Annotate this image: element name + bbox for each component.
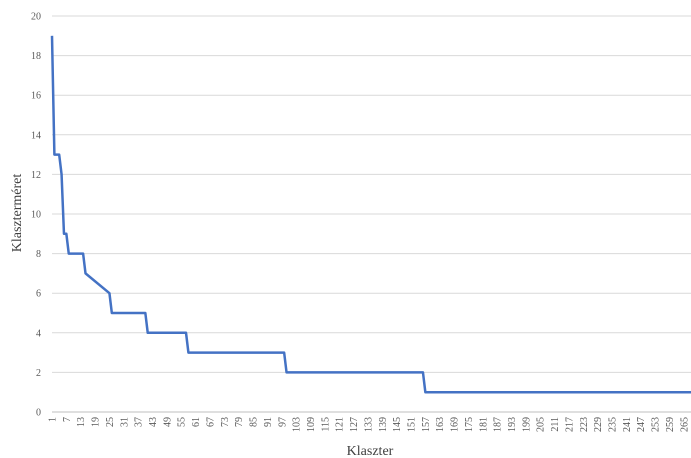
y-tick-label: 16 [31,91,41,102]
series-layer [50,35,691,394]
x-tick-label: 61 [191,417,202,427]
x-tick-label: 49 [162,417,173,427]
x-tick-label: 229 [593,417,604,432]
gridlines [52,15,691,413]
x-tick-label: 19 [91,417,102,427]
x-tick-label: 109 [306,417,317,432]
x-tick-label: 193 [507,417,518,432]
x-tick-label: 103 [292,417,303,432]
y-tick-label: 4 [36,328,41,339]
x-tick-label: 211 [550,417,561,432]
y-tick-label: 0 [36,408,41,419]
x-tick-label: 145 [392,417,403,432]
y-tick-label: 20 [31,12,41,23]
x-tick-label: 169 [450,417,461,432]
x-tick-label: 217 [564,417,575,432]
x-tick-label: 133 [363,417,374,432]
x-tick-label: 85 [249,417,260,427]
x-tick-label: 43 [148,417,159,427]
x-tick-label: 115 [320,417,331,432]
x-tick-label: 7 [62,417,73,422]
x-tick-label: 247 [636,417,647,432]
x-tick-label: 235 [608,417,619,432]
y-tick-label: 10 [31,210,41,221]
x-tick-label: 97 [277,417,288,427]
x-tick-label: 121 [335,417,346,432]
x-tick-label: 253 [651,417,662,432]
x-tick-label: 31 [119,417,130,427]
x-tick-label: 151 [406,417,417,432]
x-tick-label: 259 [665,417,676,432]
x-tick-label: 175 [464,417,475,432]
x-axis-ticks: 1 7 13 19 25 31 37 43 49 55 61 67 73 79 85 91 97 103 109 11… [48,417,691,432]
y-tick-label: 6 [36,289,41,300]
x-tick-label: 79 [234,417,245,427]
x-tick-label: 1 [48,417,59,422]
x-tick-label: 199 [521,417,532,432]
y-tick-label: 14 [31,130,41,141]
x-tick-label: 91 [263,417,274,427]
y-axis-ticks: 0 2 4 6 8 10 12 14 16 18 20 [31,12,41,419]
x-tick-label: 139 [378,417,389,432]
x-tick-label: 205 [536,417,547,432]
x-tick-label: 127 [349,417,360,432]
x-tick-label: 73 [220,417,231,427]
y-tick-label: 8 [36,249,41,260]
x-tick-label: 55 [177,417,188,427]
x-tick-label: 163 [435,417,446,432]
y-tick-label: 2 [36,368,41,379]
x-tick-label: 241 [622,417,633,432]
x-tick-label: 67 [205,417,216,427]
x-tick-label: 265 [679,417,690,432]
series-line-0 [50,35,691,394]
x-tick-label: 25 [105,417,116,427]
x-tick-label: 181 [478,417,489,432]
y-axis-title: Klaszterméret [10,174,25,253]
x-tick-label: 157 [421,417,432,432]
x-axis-title: Klaszter [347,444,394,458]
x-tick-label: 223 [579,417,590,432]
x-tick-label: 187 [493,417,504,432]
x-tick-label: 13 [76,417,87,427]
x-tick-label: 37 [134,417,145,427]
y-tick-label: 12 [31,170,41,181]
y-tick-label: 18 [31,51,41,62]
